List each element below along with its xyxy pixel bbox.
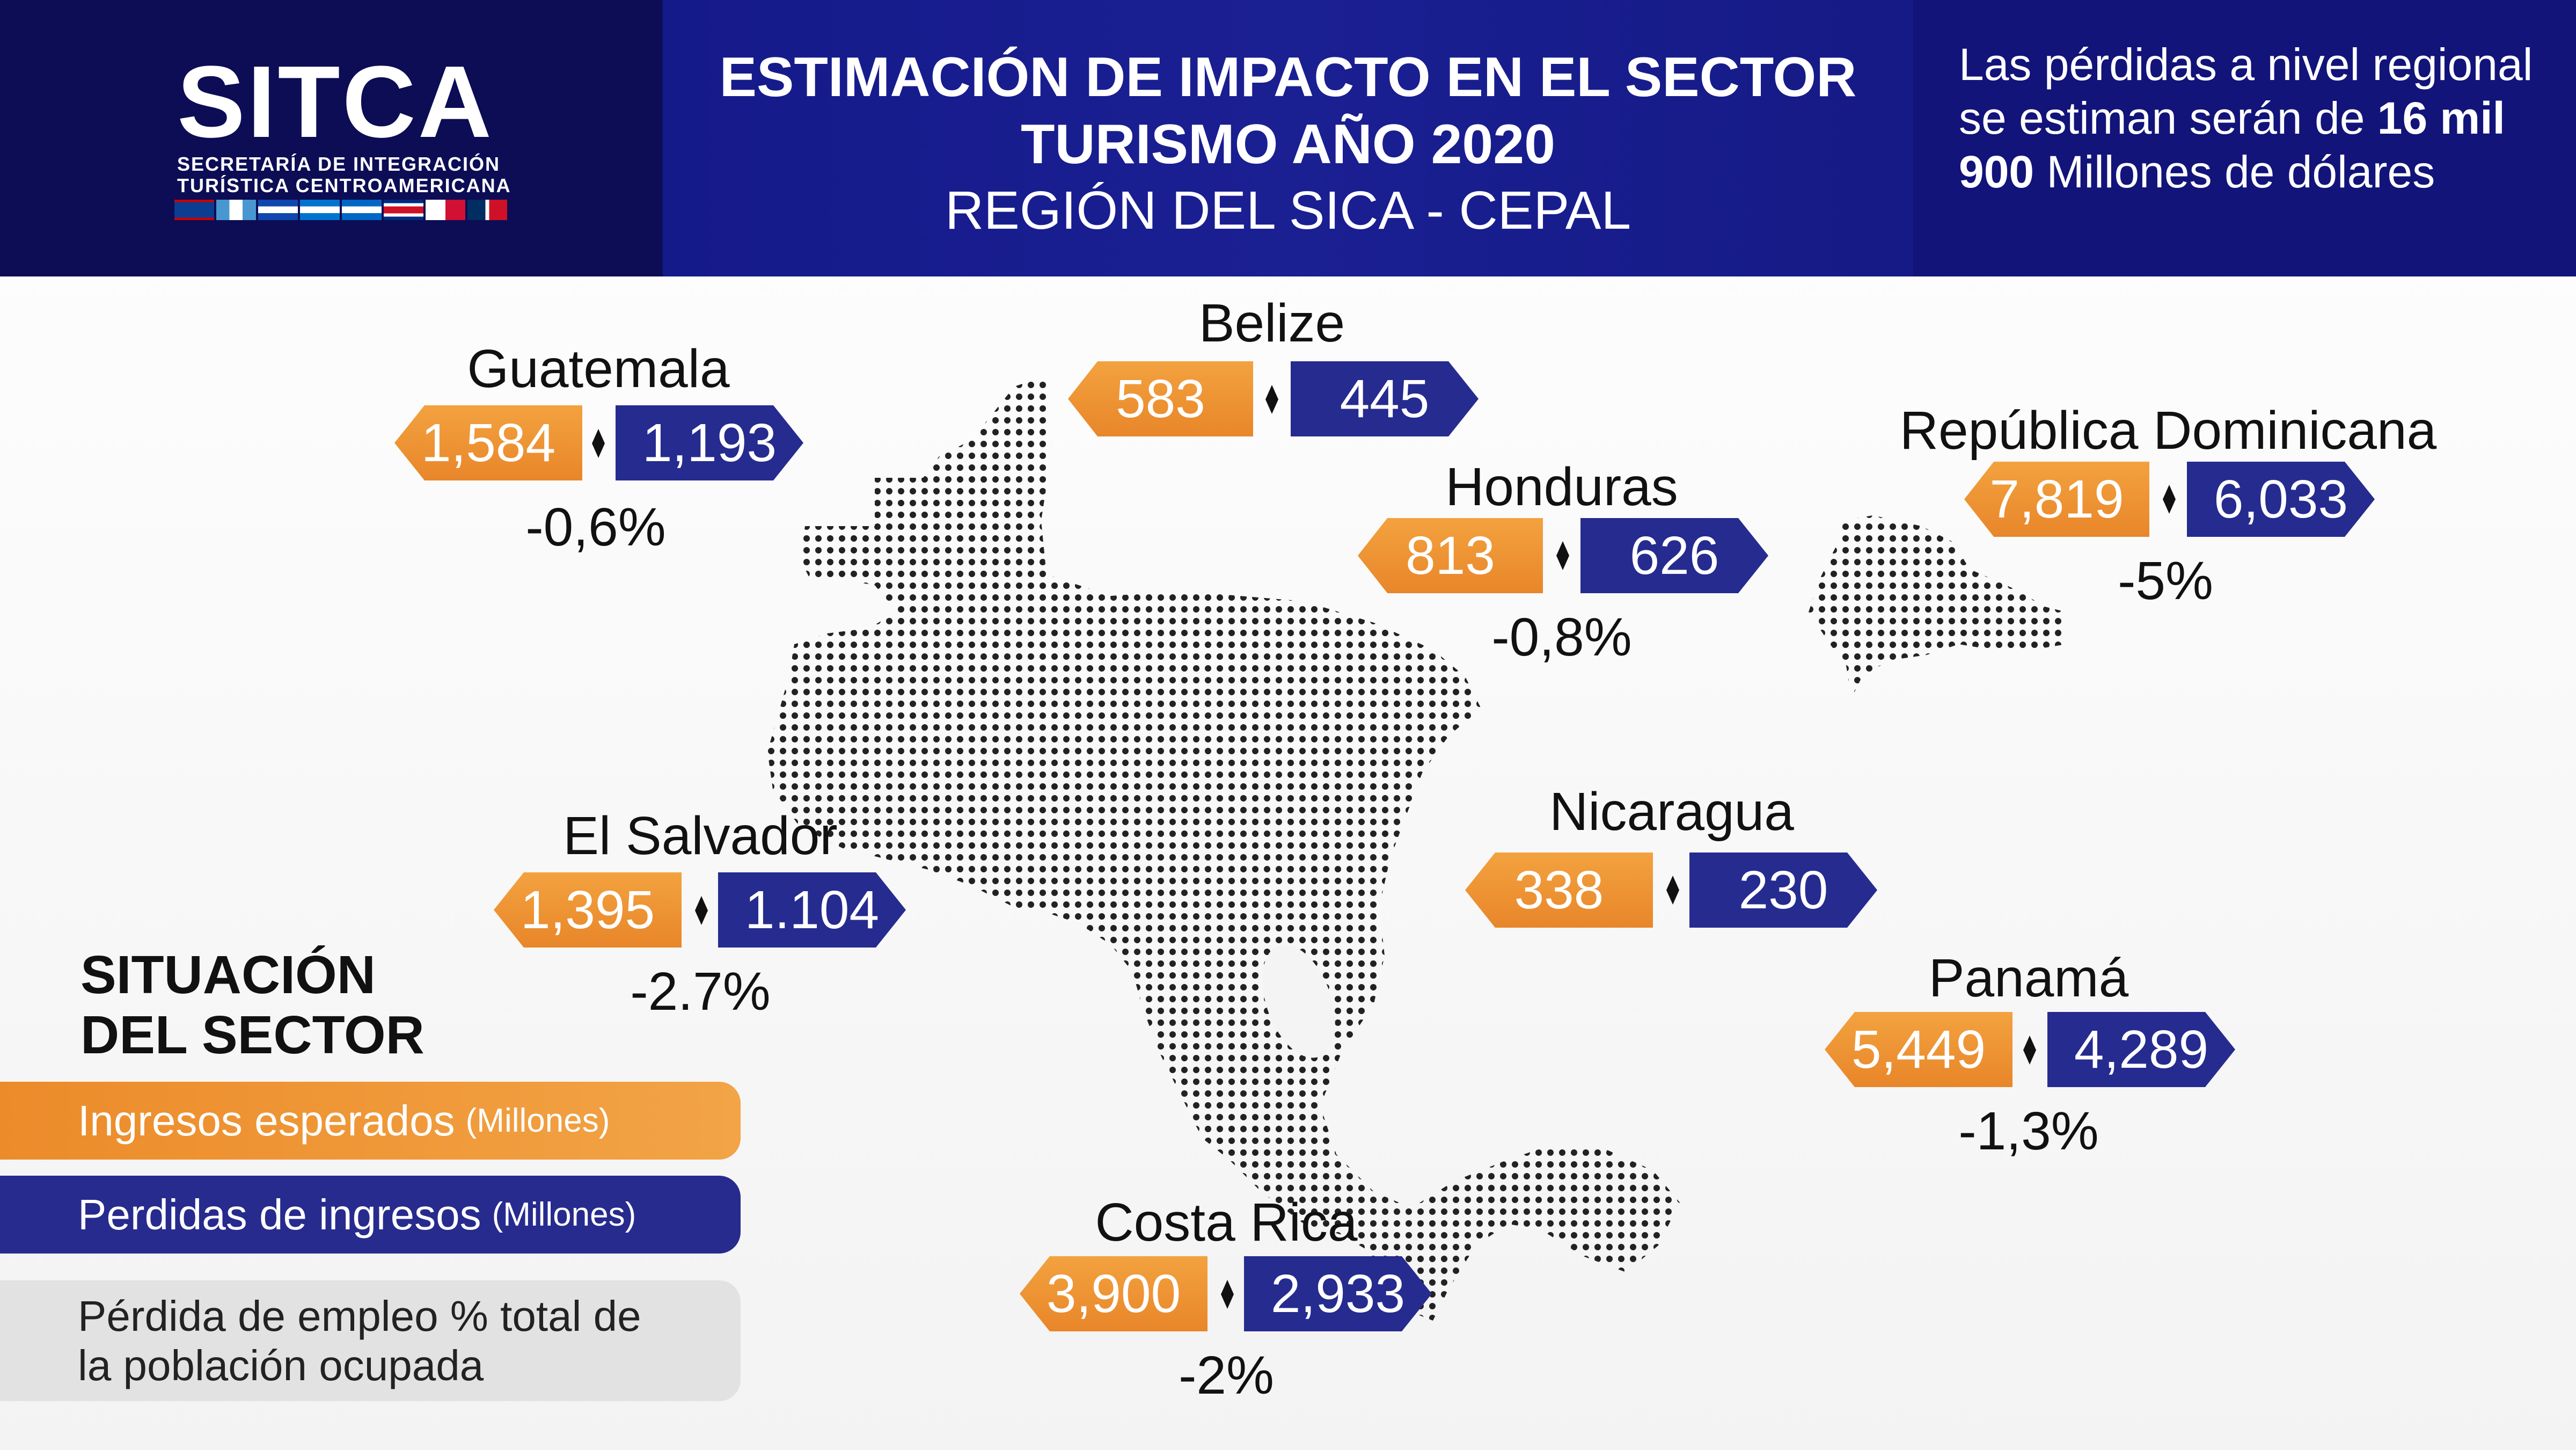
country-name: El Salvador	[563, 806, 838, 866]
legend-income-label: Ingresos esperados	[78, 1096, 455, 1145]
subtitle: REGIÓN DEL SICA - CEPAL	[945, 180, 1631, 241]
loss-value: 445	[1291, 361, 1479, 436]
country-name: Nicaragua	[1549, 782, 1794, 842]
employment-loss-pct: -2%	[1179, 1345, 1274, 1405]
logo-subtitle-2: TURÍSTICA CENTROAMERICANA	[177, 174, 511, 196]
dominican-republic-shape	[1809, 515, 2066, 698]
legend-income-unit: (Millones)	[465, 1102, 610, 1139]
regional-loss-note: Las pérdidas a nivel regional se estiman…	[1913, 0, 2576, 276]
lake-nicaragua	[1262, 944, 1335, 1058]
flag-nicaragua-icon	[342, 200, 382, 220]
legend-title-line1: SITUACIÓN	[80, 945, 376, 1005]
loss-value: 1,193	[616, 405, 803, 480]
main-title-line-2: TURISMO AÑO 2020	[1021, 113, 1555, 176]
separator-diamond-icon	[592, 429, 605, 458]
separator-diamond-icon	[2163, 485, 2176, 514]
country-name: Honduras	[1445, 457, 1678, 517]
flag-el-salvador-icon	[258, 200, 298, 220]
title-panel: ESTIMACIÓN DE IMPACTO EN EL SECTOR TURIS…	[663, 0, 1913, 276]
country-name: Guatemala	[467, 339, 730, 399]
note-part1: Las pérdidas a nivel regional se estiman…	[1959, 39, 2533, 143]
income-value: 7,819	[1964, 462, 2149, 537]
income-value: 813	[1358, 518, 1543, 593]
employment-loss-pct: -2.7%	[630, 961, 771, 1022]
country-name: Costa Rica	[1095, 1192, 1358, 1252]
legend-income-bar: Ingresos esperados (Millones)	[0, 1082, 741, 1160]
loss-value: 2,933	[1244, 1256, 1432, 1331]
legend-employment-line1: Pérdida de empleo % total de	[78, 1292, 641, 1340]
loss-value: 6,033	[2187, 462, 2375, 537]
flag-dominican-republic-icon	[467, 200, 507, 220]
logo-subtitle-1: SECRETARÍA DE INTEGRACIÓN	[177, 153, 501, 175]
note-text: Las pérdidas a nivel regional se estiman…	[1959, 38, 2549, 199]
header-banner: SITCA SECRETARÍA DE INTEGRACIÓN TURÍSTIC…	[0, 0, 2576, 276]
legend-title: SITUACIÓN DEL SECTOR	[80, 945, 425, 1065]
flag-costa-rica-icon	[384, 200, 423, 220]
income-value: 1,395	[494, 872, 682, 948]
income-value: 338	[1465, 852, 1653, 928]
country-name: Panamá	[1928, 948, 2129, 1008]
note-highlight: 16 mil 900	[1959, 93, 2505, 197]
loss-value: 4,289	[2047, 1012, 2235, 1087]
loss-value: 230	[1689, 852, 1877, 928]
central-america-dotted-map	[767, 376, 2066, 1321]
main-title-line-1: ESTIMACIÓN DE IMPACTO EN EL SECTOR	[719, 46, 1857, 108]
income-value: 3,900	[1020, 1256, 1208, 1331]
legend-employment-bar: Pérdida de empleo % total de la població…	[0, 1280, 741, 1401]
flag-belize-icon	[174, 200, 214, 220]
mainland-shape	[767, 376, 1680, 1321]
income-value: 1,584	[394, 405, 582, 480]
legend-employment-line2: la población ocupada	[78, 1341, 484, 1389]
flag-panama-icon	[426, 200, 465, 220]
country-name: Belize	[1198, 293, 1345, 353]
logo-panel: SITCA SECRETARÍA DE INTEGRACIÓN TURÍSTIC…	[0, 0, 663, 276]
employment-loss-pct: -5%	[2118, 551, 2213, 611]
income-value: 583	[1068, 361, 1253, 436]
flag-guatemala-icon	[216, 200, 256, 220]
legend-loss-label: Perdidas de ingresos	[78, 1190, 481, 1238]
income-value: 5,449	[1825, 1012, 2012, 1087]
legend-title-line2: DEL SECTOR	[80, 1005, 425, 1065]
flags-strip	[174, 200, 507, 220]
legend-employment-text: Pérdida de empleo % total de la població…	[78, 1292, 641, 1390]
loss-value: 626	[1580, 518, 1768, 593]
employment-loss-pct: -1,3%	[1958, 1101, 2099, 1161]
employment-loss-pct: -0,6%	[525, 497, 666, 557]
legend-loss-bar: Perdidas de ingresos (Millones)	[0, 1176, 741, 1254]
employment-loss-pct: -0,8%	[1491, 607, 1632, 667]
note-part2: Millones de dólares	[2034, 147, 2435, 197]
sitca-logo-text: SITCA	[177, 45, 494, 159]
loss-value: 1.104	[718, 872, 906, 948]
legend-loss-unit: (Millones)	[492, 1196, 636, 1233]
flag-honduras-icon	[300, 200, 340, 220]
country-name: República Dominicana	[1899, 400, 2437, 461]
